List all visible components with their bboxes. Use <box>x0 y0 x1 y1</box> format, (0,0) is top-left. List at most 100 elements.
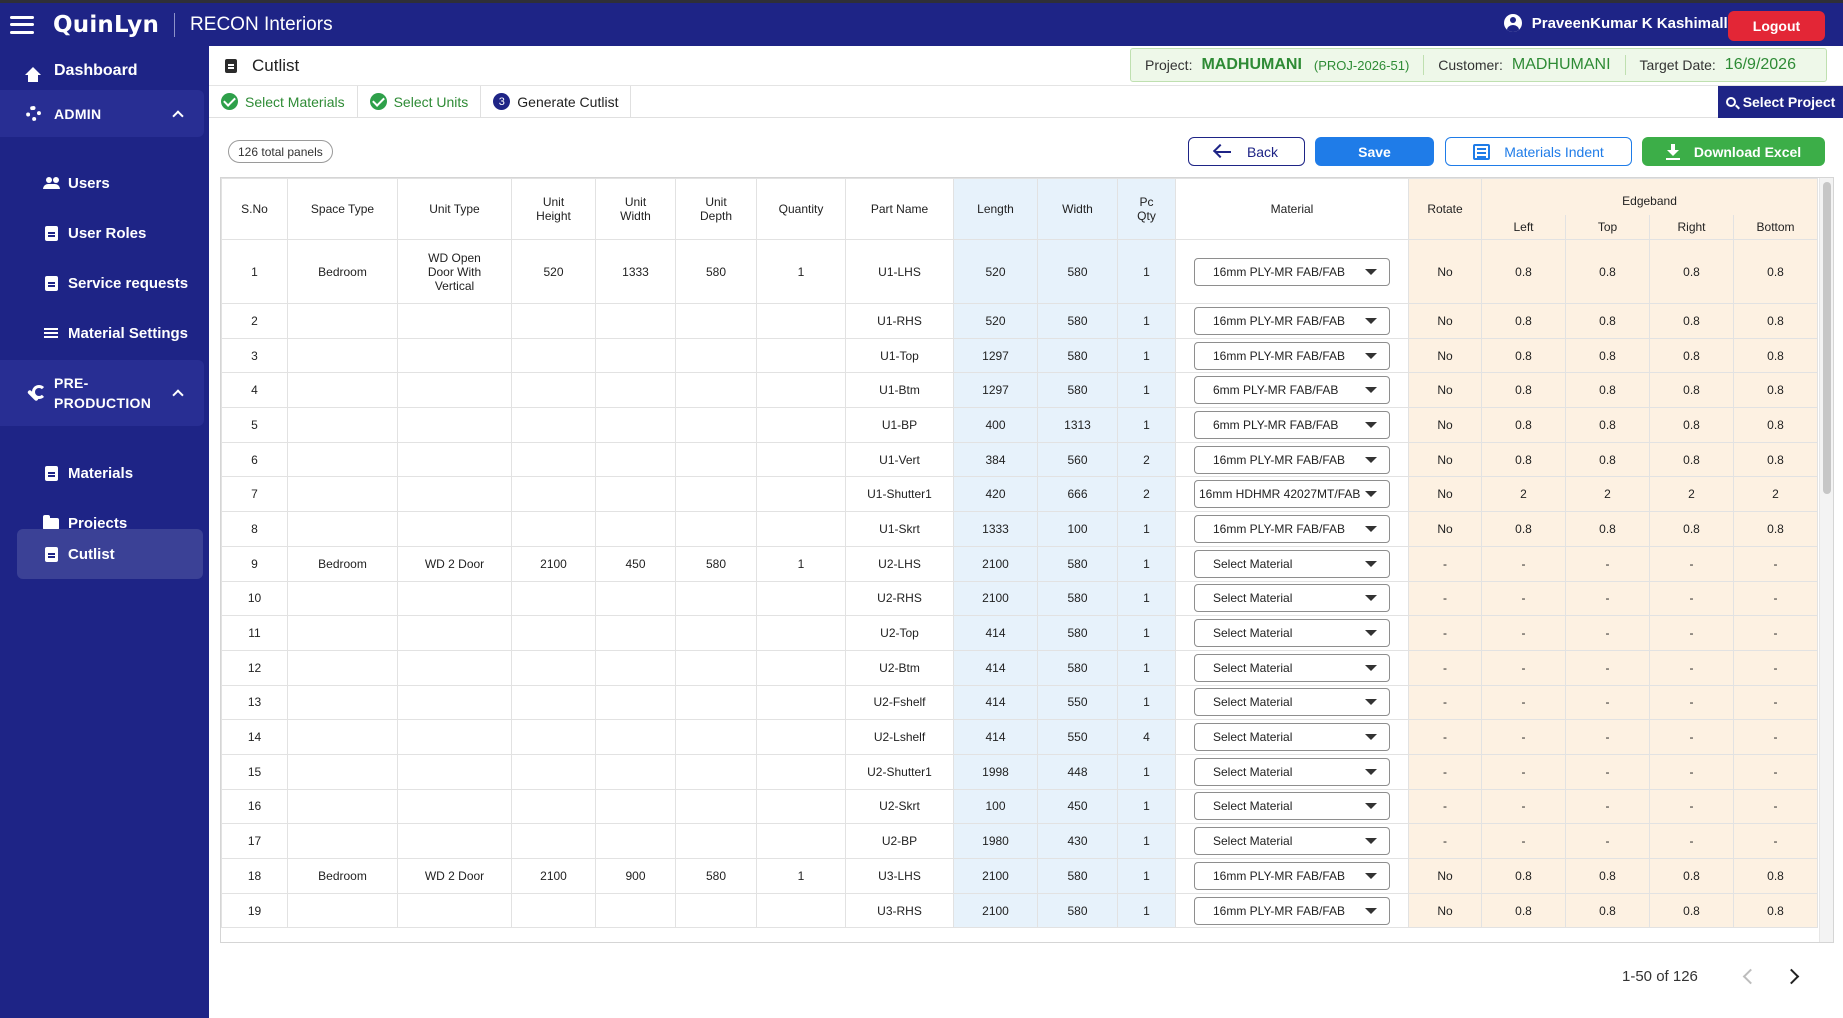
cell-width: 100 <box>1037 511 1118 547</box>
archive-icon <box>42 465 60 481</box>
folder-icon <box>42 515 60 531</box>
material-select[interactable]: 16mm HDHMR 42027MT/FAB <box>1194 480 1390 509</box>
chevron-right-icon[interactable] <box>1782 965 1806 989</box>
step-select-units[interactable]: Select Units <box>358 86 482 117</box>
cell-length: 414 <box>953 649 1038 686</box>
cell-quantity <box>756 649 846 686</box>
sidebar-item-users[interactable]: Users <box>42 158 202 208</box>
cell-part-name: U1-RHS <box>845 303 954 339</box>
table-row: 13 U2-Fshelf 414 550 1 Select Material - - - - - <box>221 684 1819 721</box>
material-select[interactable]: 16mm PLY-MR FAB/FAB <box>1194 514 1390 543</box>
clipboard-icon <box>225 58 237 73</box>
check-circle-icon <box>369 93 387 110</box>
back-button[interactable]: Back <box>1188 137 1305 166</box>
sidebar-item-dashboard[interactable]: Dashboard <box>24 46 209 96</box>
material-select[interactable]: Select Material <box>1194 827 1390 856</box>
material-select[interactable]: Select Material <box>1194 757 1390 786</box>
cell-unit-type <box>397 407 512 443</box>
back-label: Back <box>1246 143 1279 160</box>
cell-width: 580 <box>1037 858 1118 894</box>
material-select[interactable]: Select Material <box>1194 723 1390 752</box>
cell-edge-left: - <box>1481 753 1566 790</box>
cell-unit-height <box>511 476 596 513</box>
cell-edge-top: 0.8 <box>1565 337 1650 374</box>
cell-unit-type <box>397 303 512 339</box>
scrollbar-thumb[interactable] <box>1823 182 1831 494</box>
table-scrollbar[interactable] <box>1819 178 1833 942</box>
material-select[interactable]: 16mm PLY-MR FAB/FAB <box>1194 861 1390 890</box>
cell-sno: 6 <box>221 441 288 478</box>
cell-unit-type <box>397 615 512 651</box>
sidebar-section-pre-production[interactable]: PRE- PRODUCTION <box>0 360 204 426</box>
user-info: PraveenKumar K Kashimalla <box>1503 14 1736 32</box>
material-select[interactable]: 6mm PLY-MR FAB/FAB <box>1194 410 1390 439</box>
material-select[interactable]: 16mm PLY-MR FAB/FAB <box>1194 257 1390 286</box>
material-select[interactable]: 6mm PLY-MR FAB/FAB <box>1194 376 1390 405</box>
sidebar-item-label: Projects <box>68 514 128 532</box>
cell-length: 520 <box>953 303 1038 339</box>
material-select[interactable]: 16mm PLY-MR FAB/FAB <box>1194 341 1390 370</box>
sidebar-item-service-requests[interactable]: Service requests <box>42 258 202 308</box>
col-header-quantity: Quantity <box>756 178 846 240</box>
page-title: Cutlist <box>252 55 300 75</box>
customer-label: Customer: <box>1438 57 1503 73</box>
cell-edge-left: - <box>1481 719 1566 755</box>
cell-quantity <box>756 337 846 374</box>
cell-edge-left: - <box>1481 545 1566 582</box>
cell-edge-top: 0.8 <box>1565 858 1650 894</box>
cell-edge-top: - <box>1565 788 1650 825</box>
col-header-width: Width <box>1037 178 1118 240</box>
cell-edge-bottom: 0.8 <box>1732 372 1819 409</box>
cell-material: Select Material <box>1175 684 1409 721</box>
cell-space-type <box>287 372 398 409</box>
material-select[interactable]: Select Material <box>1194 549 1390 578</box>
cell-unit-type <box>397 580 512 617</box>
materials-indent-button[interactable]: Materials Indent <box>1445 137 1632 166</box>
sidebar-item-cutlist[interactable]: Cutlist <box>17 529 203 579</box>
save-button[interactable]: Save <box>1315 137 1434 166</box>
top-bar: QuinLyn RECON Interiors PraveenKumar K K… <box>0 0 1843 46</box>
cell-unit-type: WD Open Door With Vertical <box>397 239 512 304</box>
material-select-value: Select Material <box>1213 834 1293 849</box>
cell-edge-bottom: - <box>1732 545 1819 582</box>
material-select[interactable]: 16mm PLY-MR FAB/FAB <box>1194 896 1390 925</box>
cell-width: 580 <box>1037 580 1118 617</box>
cell-space-type <box>287 511 398 547</box>
sidebar-item-projects[interactable]: Projects <box>42 498 202 548</box>
cell-sno: 12 <box>221 649 288 686</box>
cell-pc-qty: 1 <box>1117 511 1176 547</box>
chevron-left-icon[interactable] <box>1736 965 1760 989</box>
cell-unit-height <box>511 753 596 790</box>
material-select[interactable]: Select Material <box>1194 688 1390 717</box>
cell-material: 16mm PLY-MR FAB/FAB <box>1175 511 1409 547</box>
caret-down-icon <box>1365 560 1377 567</box>
download-excel-button[interactable]: Download Excel <box>1642 137 1825 166</box>
sidebar-section-admin[interactable]: ADMIN <box>0 90 204 137</box>
material-select[interactable]: Select Material <box>1194 619 1390 648</box>
sidebar-item-material-settings[interactable]: Material Settings <box>42 308 202 358</box>
cell-width: 430 <box>1037 823 1118 859</box>
material-select[interactable]: Select Material <box>1194 584 1390 613</box>
cell-edge-left: 0.8 <box>1481 858 1566 894</box>
cell-material: Select Material <box>1175 788 1409 825</box>
cell-rotate: No <box>1408 441 1482 478</box>
cell-unit-type <box>397 823 512 859</box>
material-select[interactable]: 16mm PLY-MR FAB/FAB <box>1194 306 1390 335</box>
cell-unit-width: 450 <box>595 545 676 582</box>
material-select[interactable]: Select Material <box>1194 792 1390 821</box>
cell-unit-width <box>595 372 676 409</box>
material-select[interactable]: Select Material <box>1194 653 1390 682</box>
material-select[interactable]: 16mm PLY-MR FAB/FAB <box>1194 445 1390 474</box>
select-project-button[interactable]: Select Project <box>1718 86 1843 118</box>
sidebar-item-user-roles[interactable]: User Roles <box>42 208 202 258</box>
cell-quantity <box>756 580 846 617</box>
material-select-value: Select Material <box>1213 730 1293 745</box>
menu-icon[interactable] <box>10 15 34 34</box>
sidebar-item-label: Materials <box>68 464 134 482</box>
step-generate-cutlist[interactable]: 3 Generate Cutlist <box>481 86 632 117</box>
step-select-materials[interactable]: Select Materials <box>209 86 358 117</box>
material-select-value: 16mm PLY-MR FAB/FAB <box>1213 868 1346 883</box>
logout-button[interactable]: Logout <box>1728 11 1825 41</box>
sidebar-item-materials[interactable]: Materials <box>42 448 202 498</box>
cell-pc-qty: 1 <box>1117 858 1176 894</box>
